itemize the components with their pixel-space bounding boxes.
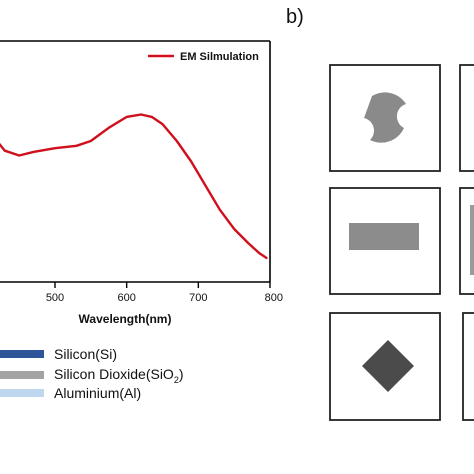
partial-bar-shape <box>470 205 474 275</box>
cell-partial-top-frame <box>459 64 474 172</box>
legend-silicon: Silicon(Si) <box>0 344 117 364</box>
legend-em-simulation: EM Silmulation <box>180 51 259 63</box>
diamond-shape <box>362 340 414 392</box>
x-tick-label: 800 <box>265 292 283 304</box>
x-tick-label: 600 <box>117 292 135 304</box>
unit-cell-grid <box>329 64 474 421</box>
aluminium-swatch <box>0 389 44 397</box>
cell-diamond-frame <box>329 312 441 421</box>
panel-b-label: b) <box>286 6 304 28</box>
legend-aluminium: Aluminium(Al) <box>0 383 141 403</box>
plot-area: 500 600 700 800 Wavelength(nm) EM Silmulati… <box>0 40 283 326</box>
silicon-dioxide-label: Silicon Dioxide(SiO2) <box>54 365 184 385</box>
aluminium-label: Aluminium(Al) <box>54 385 142 401</box>
em-simulation-line <box>0 113 268 260</box>
legend-silicon-dioxide: Silicon Dioxide(SiO2) <box>0 365 184 385</box>
x-tick-label: 500 <box>46 292 64 304</box>
crescent-disc-shape <box>364 92 406 143</box>
silicon-dioxide-swatch <box>0 371 44 379</box>
rectangle-shape <box>349 223 419 250</box>
cell-partial-bottom-frame <box>462 312 474 421</box>
cell-crescent-frame <box>329 64 441 172</box>
x-axis-ticks: 500 600 700 800 <box>46 282 283 304</box>
silicon-label: Silicon(Si) <box>54 346 118 362</box>
x-axis-label: Wavelength(nm) <box>79 312 172 326</box>
silicon-swatch <box>0 350 44 358</box>
cell-partial-middle-frame <box>459 187 474 295</box>
x-tick-label: 700 <box>189 292 207 304</box>
cell-rectangle-frame <box>329 187 441 295</box>
